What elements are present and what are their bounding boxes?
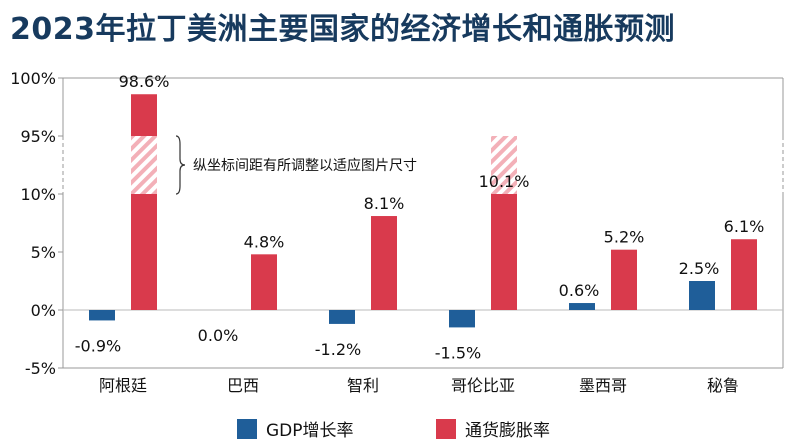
category-label: 墨西哥 (579, 376, 627, 395)
gdp-data-label: 2.5% (679, 259, 720, 278)
category-label: 巴西 (227, 376, 259, 395)
inflation-bar (371, 216, 397, 310)
inflation-bar (611, 249, 637, 310)
y-tick-label: -5% (25, 359, 56, 378)
gdp-bar (449, 310, 475, 328)
category-label: 阿根廷 (99, 376, 147, 395)
inflation-data-label: 5.2% (604, 228, 645, 247)
y-tick-label: 100% (10, 69, 56, 88)
inflation-data-label: 10.1% (479, 172, 530, 191)
inflation-bar (731, 239, 757, 310)
category-label: 秘鲁 (707, 376, 739, 395)
category-label: 哥伦比亚 (451, 376, 515, 395)
y-tick-label: 10% (20, 185, 56, 204)
y-tick-label: 95% (20, 127, 56, 146)
gdp-bar (569, 303, 595, 310)
legend-label: 通货膨胀率 (465, 421, 550, 441)
gdp-data-label: 0.0% (198, 326, 239, 345)
bar-1-lower (491, 194, 517, 310)
inflation-data-label: 6.1% (724, 217, 765, 236)
inflation-data-label: 4.8% (244, 232, 285, 251)
y-tick-label: 0% (31, 301, 56, 320)
chart-title: 2023年拉丁美洲主要国家的经济增长和通胀预测 (10, 12, 675, 47)
inflation-data-label: 8.1% (364, 194, 405, 213)
legend-swatch (237, 419, 257, 439)
bar-1-break (131, 136, 157, 194)
gdp-bar (689, 281, 715, 310)
bar-1-break (491, 136, 517, 194)
gdp-data-label: -0.9% (75, 336, 121, 355)
inflation-bar (251, 254, 277, 310)
gdp-data-label: -1.5% (435, 343, 481, 362)
gdp-bar (329, 310, 355, 324)
axis-break-note: 纵坐标间距有所调整以适应图片尺寸 (193, 157, 417, 174)
annotation-brace (175, 135, 186, 195)
category-label: 智利 (347, 376, 379, 395)
legend-swatch (436, 419, 456, 439)
inflation-data-label: 98.6% (119, 72, 170, 91)
legend-label: GDP增长率 (266, 421, 354, 441)
gdp-data-label: -1.2% (315, 340, 361, 359)
bar-1-upper (131, 94, 157, 136)
gdp-data-label: 0.6% (559, 281, 600, 300)
bar-1-lower (131, 194, 157, 310)
y-tick-label: 5% (31, 243, 56, 262)
gdp-bar (89, 310, 115, 321)
